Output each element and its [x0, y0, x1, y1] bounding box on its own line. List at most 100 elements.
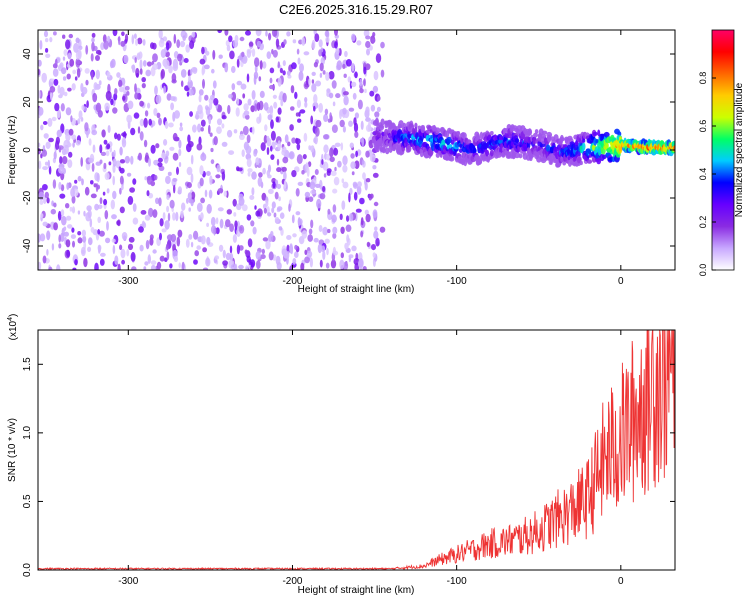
spectrogram-cell: [49, 37, 53, 43]
spectrogram-cell: [40, 213, 44, 219]
spectrogram-cell: [95, 69, 101, 80]
spectrogram-cell: [295, 112, 300, 117]
spectrogram-cell: [304, 191, 311, 198]
spectrogram-cell: [258, 172, 263, 178]
spectrogram-cell: [379, 226, 386, 233]
spectrogram-cell: [346, 234, 350, 243]
spectrogram-cell: [326, 88, 331, 93]
spectrogram-cell: [118, 35, 121, 46]
spectrogram-cell: [109, 60, 114, 69]
spectrogram-cell: [164, 120, 169, 129]
spectrogram-cell: [87, 246, 92, 252]
spectrogram-cell: [342, 126, 346, 133]
spectrogram-cell: [163, 139, 168, 146]
spectrogram-cell: [339, 213, 343, 220]
spectrogram-cell: [281, 166, 287, 172]
spectrogram-cell: [202, 78, 205, 89]
spectrogram-cell: [139, 68, 143, 75]
spectrogram-cell: [133, 33, 137, 39]
spectrogram-cell: [173, 255, 179, 263]
spectrogram-cell: [82, 235, 87, 243]
spectrogram-cell: [239, 224, 245, 234]
spectrogram-cell: [183, 58, 189, 63]
spectrogram-cell: [58, 234, 61, 243]
spectrogram-cell: [62, 34, 66, 39]
spectrogram-cell: [119, 146, 123, 156]
spectrogram-cell: [185, 44, 190, 53]
spectrogram-cell: [546, 131, 553, 138]
spectrogram-cell: [311, 83, 317, 93]
spectrogram-cell: [140, 210, 147, 215]
snr-x-label: Height of straight line (km): [298, 585, 415, 596]
spectrogram-cell: [260, 142, 266, 152]
spectrogram-cell: [238, 197, 245, 206]
spectrogram-cell: [42, 184, 48, 191]
spectrogram-cell: [281, 146, 287, 153]
spectrogram-cell: [91, 41, 95, 52]
spectrogram-cell: [374, 111, 380, 118]
spectrogram-cell: [262, 237, 269, 242]
spectrogram-cell: [72, 267, 77, 270]
spectrogram-cell: [327, 228, 331, 234]
spectrogram-cell: [97, 50, 102, 56]
spectrogram-cell: [172, 212, 176, 221]
spectrogram-cell: [81, 104, 85, 111]
spectrogram-cell: [255, 210, 261, 217]
spectrogram-cell: [261, 248, 265, 255]
spectrogram-cell: [173, 33, 177, 44]
spectrogram-cell: [435, 127, 441, 134]
spectrogram-cell: [166, 205, 170, 213]
spectrogram-cell: [192, 124, 197, 133]
spectrogram-cell: [63, 49, 68, 56]
spectrogram-cell: [359, 197, 365, 205]
spectrogram-cell: [99, 258, 105, 266]
spectrogram-cell: [200, 212, 204, 221]
spectrogram-cell: [277, 77, 282, 87]
spectrogram-cell: [248, 41, 254, 47]
spectrogram-cell: [372, 252, 376, 258]
spectrogram-cell: [308, 228, 313, 235]
colorbar-label: Normalized spectral amplitude: [734, 82, 745, 217]
spectrogram-cell: [111, 238, 116, 243]
spectrogram-cell: [103, 40, 109, 50]
spectrogram-cell: [323, 144, 329, 154]
spectrogram-cell: [242, 93, 246, 99]
colorbar-tick-label: 0.8: [698, 72, 708, 85]
spectrogram-cell: [342, 91, 349, 96]
spectrogram-cell: [315, 119, 322, 128]
spectrogram-cell: [384, 147, 390, 155]
spectrogram-cell: [200, 197, 206, 204]
spectrogram-cell: [239, 36, 245, 42]
spectrogram-cell: [322, 186, 326, 193]
spectrogram-cell: [375, 237, 380, 247]
spectrogram-cell: [349, 80, 353, 90]
spectrogram-cell: [93, 183, 97, 188]
spectrogram-cell: [366, 241, 371, 247]
spectrogram-cell: [310, 115, 314, 125]
spectrogram-cell: [130, 127, 136, 136]
spectrogram-cell: [326, 168, 332, 174]
spectrogram-cell: [249, 195, 255, 200]
spectrogram-cell: [343, 73, 347, 79]
spectrogram-cell: [38, 69, 41, 76]
spectrogram-cell: [270, 230, 274, 237]
spectrogram-cell: [76, 68, 81, 78]
spectrogram-cell: [365, 150, 370, 158]
spectrogram-cell: [75, 37, 80, 44]
spectrogram-cell: [206, 236, 211, 246]
spectrogram-cell: [72, 240, 75, 248]
spectrogram-cell: [204, 94, 209, 101]
spectrogram-cell: [294, 91, 298, 99]
spectrogram-cell: [63, 91, 68, 97]
spectrogram-cell: [39, 233, 46, 242]
spectrogram-cell: [345, 224, 352, 232]
spectrogram-cell: [351, 171, 355, 176]
spectrogram-cell: [263, 134, 268, 144]
spectrogram-cell: [122, 95, 126, 101]
spectrogram-cell: [47, 117, 53, 127]
spectrogram-cell: [187, 134, 191, 143]
spectrogram-cell: [119, 187, 122, 195]
spectrogram-cell: [226, 44, 231, 52]
spectrogram-cell: [176, 166, 179, 175]
